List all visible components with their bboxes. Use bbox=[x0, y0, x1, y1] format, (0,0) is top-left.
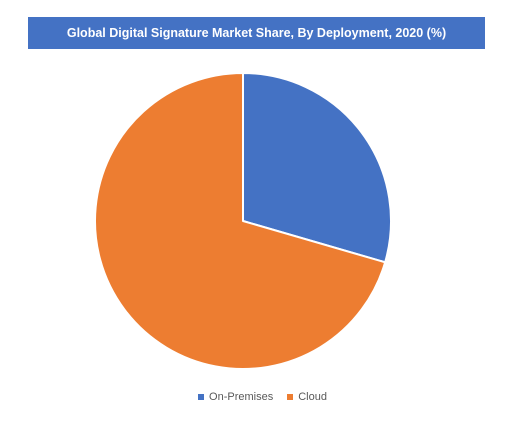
legend-item-cloud: Cloud bbox=[287, 391, 327, 403]
legend-swatch-cloud bbox=[287, 394, 294, 400]
legend-swatch-on-premises bbox=[198, 394, 205, 400]
legend-label-on-premises: On-Premises bbox=[209, 391, 274, 403]
legend-label-cloud: Cloud bbox=[298, 391, 327, 403]
chart-title: Global Digital Signature Market Share, B… bbox=[66, 26, 447, 40]
legend-item-on-premises: On-Premises bbox=[198, 391, 273, 403]
legend: On-Premises Cloud bbox=[0, 391, 525, 403]
pie-slice-on-premises bbox=[242, 72, 392, 264]
pie-slice-cloud bbox=[94, 72, 387, 370]
chart-title-bar: Global Digital Signature Market Share, B… bbox=[28, 17, 485, 49]
